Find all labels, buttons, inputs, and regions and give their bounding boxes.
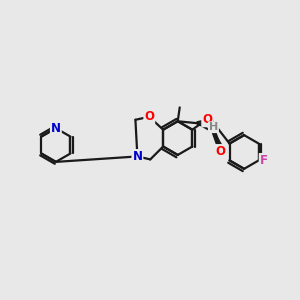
Text: F: F [260, 154, 268, 167]
Text: N: N [51, 122, 61, 135]
Text: O: O [144, 110, 154, 123]
Text: O: O [215, 145, 225, 158]
Text: H: H [209, 122, 218, 132]
Text: O: O [202, 113, 212, 126]
Text: N: N [132, 150, 142, 163]
